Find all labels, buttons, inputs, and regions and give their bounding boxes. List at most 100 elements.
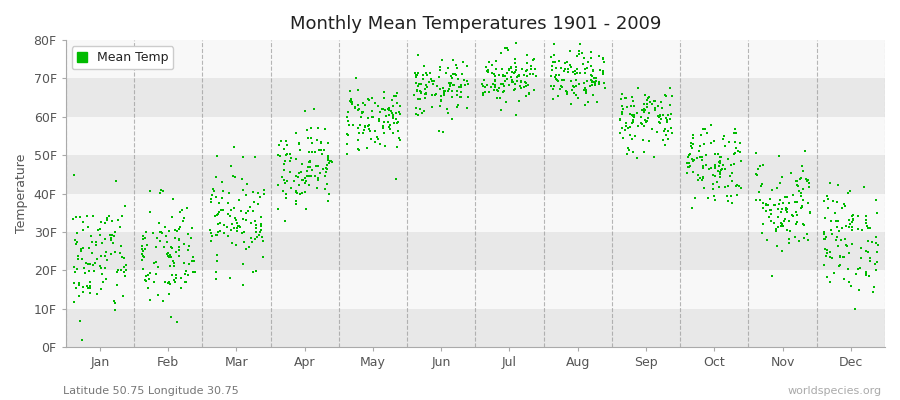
Point: [846, 215, 860, 222]
Point: [89, 291, 104, 297]
Point: [386, 115, 400, 122]
Point: [794, 193, 808, 199]
Point: [623, 111, 637, 118]
Point: [361, 122, 375, 129]
Point: [278, 152, 293, 159]
Point: [752, 166, 766, 172]
Point: [434, 96, 448, 103]
Point: [283, 157, 297, 164]
Point: [849, 271, 863, 278]
Point: [527, 56, 542, 62]
Point: [617, 94, 632, 101]
Point: [362, 126, 376, 132]
Point: [832, 228, 847, 234]
Point: [104, 236, 118, 243]
Point: [449, 72, 464, 78]
Point: [636, 106, 651, 113]
Point: [355, 109, 369, 116]
Point: [613, 130, 627, 136]
Point: [547, 52, 562, 58]
Point: [410, 70, 425, 76]
Point: [446, 116, 460, 122]
Point: [790, 182, 805, 188]
Point: [554, 76, 569, 83]
Point: [350, 137, 365, 143]
Point: [436, 90, 451, 96]
Point: [359, 145, 374, 151]
Point: [486, 80, 500, 87]
Point: [797, 147, 812, 154]
Point: [152, 220, 166, 226]
Point: [460, 78, 474, 84]
Point: [518, 93, 533, 99]
Point: [229, 242, 243, 248]
Point: [589, 78, 603, 84]
Point: [174, 284, 188, 291]
Point: [340, 132, 355, 138]
Point: [141, 272, 156, 278]
Point: [316, 166, 330, 172]
Point: [615, 110, 629, 116]
Point: [796, 235, 811, 241]
Point: [638, 116, 652, 123]
Point: [102, 213, 116, 219]
Point: [573, 40, 588, 47]
Point: [802, 184, 816, 190]
Point: [438, 70, 453, 76]
Point: [302, 164, 317, 170]
Point: [237, 239, 251, 246]
Point: [343, 88, 357, 94]
Point: [306, 106, 320, 112]
Point: [278, 138, 293, 145]
Point: [453, 94, 467, 100]
Point: [519, 80, 534, 86]
Point: [313, 170, 328, 176]
Point: [146, 229, 160, 236]
Point: [795, 175, 809, 182]
Point: [693, 143, 707, 149]
Point: [181, 231, 195, 237]
Point: [230, 225, 245, 231]
Point: [560, 90, 574, 97]
Point: [222, 213, 237, 219]
Point: [860, 212, 874, 219]
Point: [165, 245, 179, 252]
Point: [475, 80, 490, 87]
Point: [640, 96, 654, 103]
Point: [84, 233, 98, 240]
Point: [236, 261, 250, 268]
Point: [519, 60, 534, 67]
Point: [348, 104, 363, 110]
Point: [238, 210, 253, 216]
Point: [86, 262, 100, 268]
Point: [643, 94, 657, 100]
Point: [836, 275, 850, 282]
Point: [768, 202, 782, 208]
Point: [859, 248, 873, 254]
Point: [227, 144, 241, 150]
Point: [634, 113, 648, 120]
Point: [692, 148, 706, 154]
Point: [706, 172, 720, 178]
Point: [392, 137, 407, 144]
Point: [829, 237, 843, 243]
Point: [111, 216, 125, 223]
Point: [103, 232, 117, 238]
Point: [249, 225, 264, 231]
Point: [497, 82, 511, 89]
Point: [99, 249, 113, 255]
Point: [851, 286, 866, 293]
Point: [341, 118, 356, 124]
Point: [392, 103, 407, 109]
Point: [848, 306, 862, 313]
Text: Latitude 50.75 Longitude 30.75: Latitude 50.75 Longitude 30.75: [63, 386, 238, 396]
Point: [648, 98, 662, 104]
Point: [220, 224, 234, 230]
Point: [820, 247, 834, 254]
Point: [647, 107, 662, 114]
Point: [168, 274, 183, 281]
Point: [511, 98, 526, 104]
Point: [303, 124, 318, 131]
Point: [508, 60, 522, 66]
Point: [163, 251, 177, 258]
